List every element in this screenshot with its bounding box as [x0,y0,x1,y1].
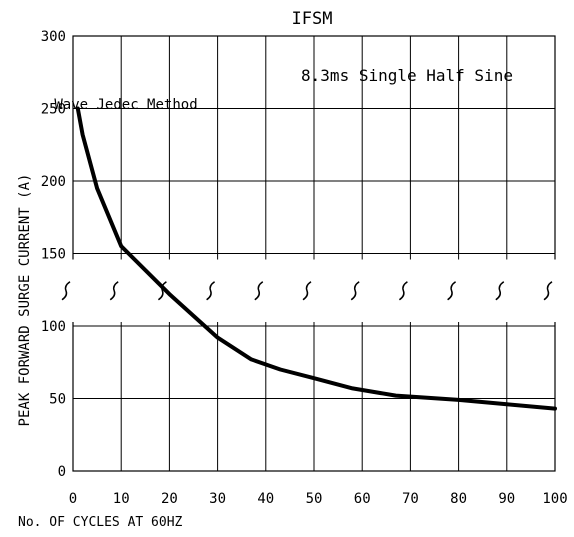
axis-break-mark [495,281,505,301]
axis-break-marks [61,259,557,322]
y-tick-label: 150 [41,247,66,263]
axis-break-mark [157,281,167,301]
axis-break-mark [350,281,360,301]
x-tick-label: 70 [402,491,419,507]
annotation-line-2: Wave Jedec Method [54,97,197,113]
axes [72,35,556,472]
axis-break-mark [398,281,408,301]
axis-break-mark [254,281,264,301]
x-tick-label: 0 [69,491,77,507]
y-tick-label: 100 [41,319,66,335]
y-tick-label: 0 [58,464,66,480]
axis-break-mark [109,281,119,301]
series-line [75,106,557,411]
axis-break-mark [206,281,216,301]
axis-break-mark [543,281,553,301]
x-axis-label: No. OF CYCLES AT 60HZ [18,515,183,530]
axis-break-band [71,259,557,322]
x-tick-label: 40 [257,491,274,507]
chart-title: IFSM [292,9,333,29]
series-layer [75,106,557,411]
annotation-line-1: 8.3ms Single Half Sine [301,66,513,85]
y-axis-label: PEAK FORWARD SURGE CURRENT (A) [17,174,33,427]
labels: IFSM 8.3ms Single Half Sine Wave Jedec M… [17,9,568,530]
x-tick-label: 20 [161,491,178,507]
x-tick-label: 90 [498,491,515,507]
axis-break-mark [61,281,71,301]
y-tick-label: 50 [49,392,66,408]
x-tick-label: 10 [113,491,130,507]
plot-frame [72,35,556,472]
axis-break-mark [302,281,312,301]
axis-break-mark [447,281,457,301]
x-tick-label: 50 [306,491,323,507]
y-tick-label: 250 [41,102,66,118]
x-tick-label: 30 [209,491,226,507]
x-tick-label: 60 [354,491,371,507]
y-tick-label: 300 [41,29,66,45]
y-tick-label: 200 [41,174,66,190]
x-tick-label: 80 [450,491,467,507]
x-tick-label: 100 [542,491,567,507]
